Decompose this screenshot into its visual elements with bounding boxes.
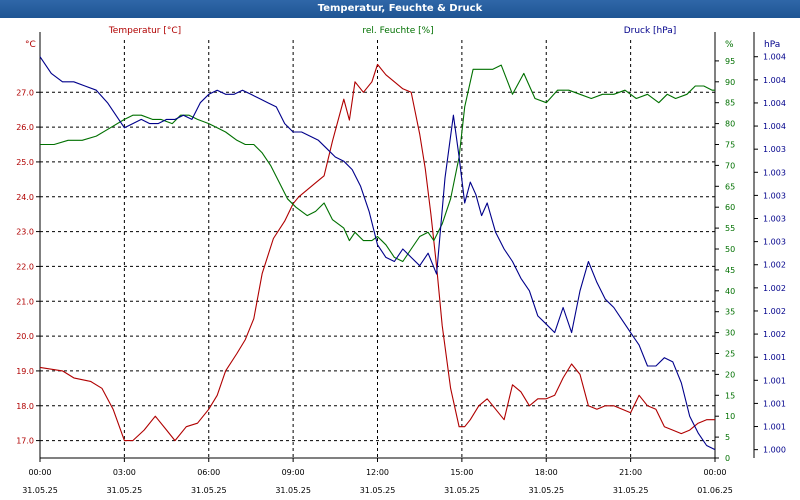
x-time-label: 12:00 bbox=[366, 468, 389, 477]
x-date-label: 01.06.25 bbox=[697, 486, 733, 495]
humidity-tick-label: 95 bbox=[725, 57, 735, 66]
x-time-label: 15:00 bbox=[450, 468, 473, 477]
labels: 00:00 31.05.25 03:00 31.05.25 06:00 31.05.25 0… bbox=[16, 26, 786, 495]
pressure-tick-label: 1.004 bbox=[763, 76, 786, 85]
x-time-label: 06:00 bbox=[197, 468, 220, 477]
x-date-label: 31.05.25 bbox=[528, 486, 564, 495]
temperature-line bbox=[39, 63, 715, 442]
humidity-tick-label: 80 bbox=[725, 120, 735, 129]
humidity-tick-label: 90 bbox=[725, 78, 735, 87]
humidity-tick-label: 75 bbox=[725, 141, 735, 150]
humidity-tick-label: 0 bbox=[725, 454, 730, 463]
legend-humidity: rel. Feuchte [%] bbox=[362, 26, 433, 36]
x-time-label: 21:00 bbox=[619, 468, 642, 477]
pressure-tick-label: 1.002 bbox=[763, 330, 786, 339]
humidity-unit-label: % bbox=[725, 40, 734, 50]
pressure-tick-label: 1.003 bbox=[763, 215, 786, 224]
x-date-label: 31.05.25 bbox=[22, 486, 58, 495]
humidity-tick-label: 10 bbox=[725, 412, 735, 421]
x-time-label: 00:00 bbox=[28, 468, 51, 477]
humidity-tick-label: 40 bbox=[725, 287, 735, 296]
humidity-tick-label: 55 bbox=[725, 224, 735, 233]
temperature-tick-label: 18.0 bbox=[16, 402, 34, 411]
grid bbox=[40, 40, 715, 458]
humidity-tick-label: 25 bbox=[725, 350, 735, 359]
series bbox=[39, 56, 716, 451]
humidity-tick-label: 60 bbox=[725, 203, 735, 212]
temperature-tick-label: 19.0 bbox=[16, 367, 34, 376]
humidity-line bbox=[40, 64, 715, 263]
humidity-tick-label: 30 bbox=[725, 329, 735, 338]
temperature-tick-label: 20.0 bbox=[16, 332, 34, 341]
axes bbox=[36, 32, 758, 462]
x-date-label: 31.05.25 bbox=[275, 486, 311, 495]
temperature-tick-label: 23.0 bbox=[16, 228, 34, 237]
humidity-tick-label: 15 bbox=[725, 391, 735, 400]
pressure-tick-label: 1.003 bbox=[763, 238, 786, 247]
pressure-tick-label: 1.002 bbox=[763, 307, 786, 316]
temperature-unit-label: °C bbox=[25, 40, 36, 50]
x-time-label: 03:00 bbox=[113, 468, 136, 477]
pressure-unit-label: hPa bbox=[764, 40, 780, 50]
pressure-tick-label: 1.004 bbox=[763, 53, 786, 62]
x-date-label: 31.05.25 bbox=[107, 486, 143, 495]
pressure-tick-label: 1.001 bbox=[763, 399, 786, 408]
temperature-tick-label: 26.0 bbox=[16, 123, 34, 132]
x-date-label: 31.05.25 bbox=[191, 486, 227, 495]
temperature-tick-label: 22.0 bbox=[16, 262, 34, 271]
humidity-tick-label: 45 bbox=[725, 266, 735, 275]
pressure-tick-label: 1.003 bbox=[763, 191, 786, 200]
x-date-label: 31.05.25 bbox=[360, 486, 396, 495]
temperature-tick-label: 27.0 bbox=[16, 88, 34, 97]
legend-temperature: Temperatur [°C] bbox=[108, 26, 181, 36]
window-title: Temperatur, Feuchte & Druck bbox=[0, 0, 800, 18]
legend-pressure: Druck [hPa] bbox=[624, 26, 677, 36]
pressure-tick-label: 1.001 bbox=[763, 353, 786, 362]
x-time-label: 09:00 bbox=[282, 468, 305, 477]
humidity-tick-label: 50 bbox=[725, 245, 735, 254]
pressure-tick-label: 1.003 bbox=[763, 145, 786, 154]
humidity-tick-label: 20 bbox=[725, 370, 735, 379]
humidity-tick-label: 35 bbox=[725, 308, 735, 317]
x-time-label: 18:00 bbox=[535, 468, 558, 477]
pressure-tick-label: 1.002 bbox=[763, 284, 786, 293]
pressure-tick-label: 1.004 bbox=[763, 122, 786, 131]
temperature-tick-label: 24.0 bbox=[16, 193, 34, 202]
temperature-tick-label: 21.0 bbox=[16, 297, 34, 306]
temperature-tick-label: 17.0 bbox=[16, 437, 34, 446]
x-date-label: 31.05.25 bbox=[613, 486, 649, 495]
pressure-tick-label: 1.001 bbox=[763, 423, 786, 432]
humidity-tick-label: 5 bbox=[725, 433, 730, 442]
pressure-tick-label: 1.000 bbox=[763, 446, 786, 455]
humidity-tick-label: 65 bbox=[725, 182, 735, 191]
x-date-label: 31.05.25 bbox=[444, 486, 480, 495]
pressure-tick-label: 1.004 bbox=[763, 99, 786, 108]
pressure-tick-label: 1.003 bbox=[763, 168, 786, 177]
temperature-tick-label: 25.0 bbox=[16, 158, 34, 167]
humidity-tick-label: 70 bbox=[725, 161, 735, 170]
humidity-tick-label: 85 bbox=[725, 99, 735, 108]
pressure-tick-label: 1.002 bbox=[763, 261, 786, 270]
pressure-line bbox=[39, 56, 716, 451]
pressure-tick-label: 1.001 bbox=[763, 376, 786, 385]
x-time-label: 00:00 bbox=[703, 468, 726, 477]
